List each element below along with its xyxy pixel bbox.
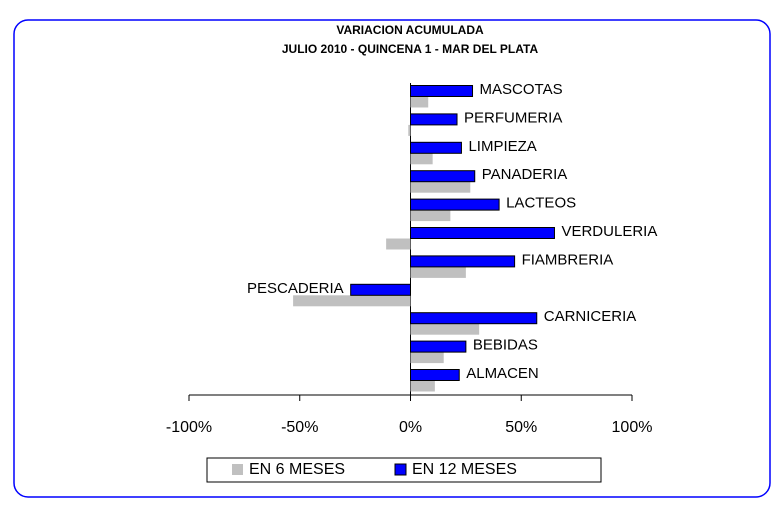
- bar: [410, 153, 433, 165]
- category-label: BEBIDAS: [473, 337, 538, 354]
- category-label: LACTEOS: [506, 195, 576, 212]
- legend-label: EN 6 MESES: [249, 461, 345, 478]
- bar: [410, 255, 516, 268]
- bar: [410, 312, 538, 325]
- chart-title: VARIACION ACUMULADA: [336, 23, 484, 37]
- legend-swatch: [232, 464, 243, 475]
- bar: [410, 170, 476, 183]
- bar: [410, 181, 471, 193]
- bar: [410, 323, 480, 335]
- category-label: LIMPIEZA: [468, 138, 536, 155]
- bar: [410, 141, 462, 154]
- category-label: VERDULERIA: [561, 223, 657, 240]
- bar: [410, 380, 435, 392]
- bar: [410, 113, 458, 126]
- legend-label: EN 12 MESES: [412, 461, 517, 478]
- legend-swatch: [394, 463, 407, 476]
- bar: [410, 369, 460, 381]
- chart-subtitle: JULIO 2010 - QUINCENA 1 - MAR DEL PLATA: [282, 42, 539, 56]
- bar: [293, 295, 411, 307]
- category-label: MASCOTAS: [480, 81, 563, 98]
- bar: [386, 238, 411, 250]
- bar: [410, 85, 474, 97]
- x-tick-label: -100%: [166, 419, 212, 436]
- category-label: PERFUMERIA: [464, 109, 562, 126]
- chart-frame: [13, 19, 771, 498]
- bar: [410, 352, 444, 364]
- bar: [410, 210, 451, 222]
- category-label: CARNICERIA: [544, 308, 637, 325]
- x-tick-label: -50%: [281, 419, 318, 436]
- category-label: ALMACEN: [466, 365, 539, 382]
- x-tick-label: 50%: [505, 419, 537, 436]
- bar: [350, 283, 412, 296]
- bar: [408, 124, 411, 136]
- category-label: FIAMBRERIA: [522, 251, 614, 268]
- bar: [410, 96, 429, 108]
- bar: [410, 340, 467, 353]
- x-tick-label: 0%: [399, 419, 422, 436]
- x-tick-label: 100%: [612, 419, 653, 436]
- category-label: PESCADERIA: [247, 280, 344, 297]
- bar: [410, 266, 466, 278]
- category-label: PANADERIA: [482, 166, 568, 183]
- bar: [410, 198, 500, 211]
- bar: [410, 227, 555, 239]
